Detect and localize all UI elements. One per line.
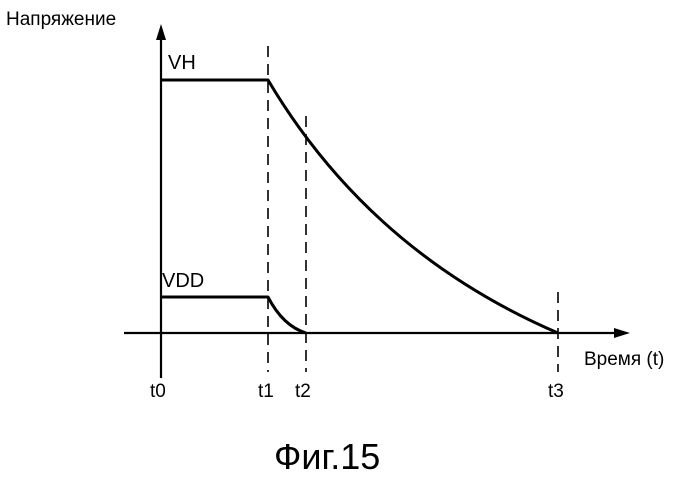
signal-label-vdd: VDD [162,270,204,292]
signal-label-vh: VH [168,52,196,74]
x-axis-arrowhead [614,328,630,338]
time-mark-t0: t0 [150,381,166,402]
vdd-curve [161,297,306,333]
time-mark-t2: t2 [295,381,311,402]
vh-curve [161,80,558,333]
figure-caption: Фиг.15 [274,436,380,477]
time-mark-t1: t1 [258,381,274,402]
y-axis-arrowhead [156,24,166,40]
x-axis-label: Время (t) [584,349,664,370]
time-mark-t3: t3 [548,381,564,402]
y-axis-label: Напряжение [6,9,116,30]
